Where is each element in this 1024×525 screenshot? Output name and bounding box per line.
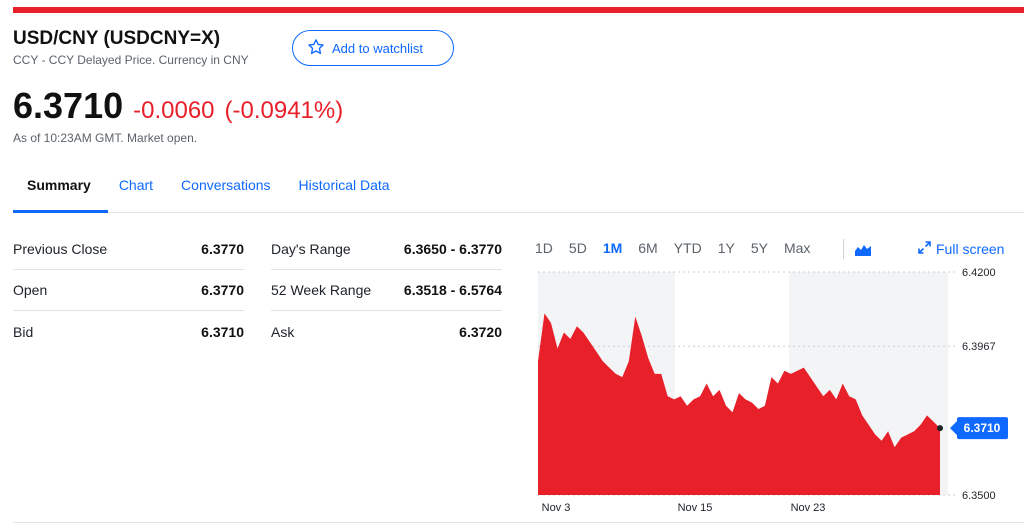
current-price-badge xyxy=(957,417,1008,440)
quote-subtitle: CCY - CCY Delayed Price. Currency in CNY xyxy=(13,53,249,67)
stat-value: 6.3710 xyxy=(201,323,244,340)
watchlist-label: Add to watchlist xyxy=(332,40,424,56)
price-change-percent: (-0.0941%) xyxy=(224,97,344,124)
stat-row-days-range: Day's Range 6.3650 - 6.3770 xyxy=(271,229,502,270)
section-divider xyxy=(13,522,1024,523)
stat-label: Open xyxy=(13,282,48,298)
stat-value: 6.3518 - 6.5764 xyxy=(403,282,502,298)
range-1y[interactable]: 1Y xyxy=(717,240,735,256)
price-badge-pointer xyxy=(950,421,957,436)
stat-row-ask: Ask 6.3720 xyxy=(271,311,502,352)
y-tick-label: 6.3500 xyxy=(962,490,996,502)
expand-icon xyxy=(918,241,931,257)
x-tick-label: Nov 15 xyxy=(678,502,713,514)
stat-label: Bid xyxy=(13,323,34,340)
full-screen-label: Full screen xyxy=(936,241,1005,257)
y-tick-label: 6.3967 xyxy=(962,341,996,353)
current-price: 6.3710 xyxy=(13,85,124,126)
x-tick-label: Nov 23 xyxy=(791,502,826,514)
stat-value: 6.3770 xyxy=(201,241,244,257)
tab-historical-data[interactable]: Historical Data xyxy=(298,177,390,193)
tab-divider xyxy=(13,212,1024,213)
active-tab-indicator xyxy=(13,210,108,213)
as-of-timestamp: As of 10:23AM GMT. Market open. xyxy=(13,131,198,145)
stat-value: 6.3650 - 6.3770 xyxy=(403,241,502,257)
stat-label: 52 Week Range xyxy=(271,282,372,298)
full-screen-button[interactable]: Full screen xyxy=(918,241,1004,257)
stat-label: Previous Close xyxy=(13,241,108,257)
stat-label: Ask xyxy=(271,323,295,340)
stat-row-previous-close: Previous Close 6.3770 xyxy=(13,229,244,270)
star-icon xyxy=(307,38,325,59)
stat-value: 6.3720 xyxy=(459,323,502,340)
price-change: -0.0060 xyxy=(133,97,215,124)
tab-conversations[interactable]: Conversations xyxy=(181,177,271,193)
add-to-watchlist-button[interactable]: Add to watchlist xyxy=(292,30,454,66)
page-title: USD/CNY (USDCNY=X) xyxy=(13,28,221,49)
range-5d[interactable]: 5D xyxy=(568,240,587,256)
x-tick-label: Nov 3 xyxy=(542,502,571,514)
price-area-series xyxy=(538,313,940,495)
range-max[interactable]: Max xyxy=(783,240,811,256)
tab-chart[interactable]: Chart xyxy=(118,177,154,193)
range-6m[interactable]: 6M xyxy=(638,240,658,256)
current-price-badge-label: 6.3710 xyxy=(964,421,1001,435)
stat-label: Day's Range xyxy=(271,241,351,257)
mountain-chart-icon[interactable] xyxy=(855,243,871,261)
range-1m[interactable]: 1M xyxy=(602,240,623,256)
price-row: 6.3710 -0.0060 (-0.0941%) xyxy=(13,85,343,127)
stat-row-52-week-range: 52 Week Range 6.3518 - 6.5764 xyxy=(271,270,502,311)
range-divider xyxy=(843,239,844,259)
stat-value: 6.3770 xyxy=(201,282,244,298)
y-tick-label: 6.4200 xyxy=(962,267,996,279)
last-price-dot xyxy=(937,425,943,432)
tab-summary[interactable]: Summary xyxy=(27,177,91,193)
stat-row-open: Open 6.3770 xyxy=(13,270,244,311)
range-5y[interactable]: 5Y xyxy=(750,240,768,256)
brand-bar xyxy=(13,7,1024,13)
range-ytd[interactable]: YTD xyxy=(673,240,702,256)
stat-row-bid: Bid 6.3710 xyxy=(13,311,244,352)
chart-range-selector: 1D 5D 1M 6M YTD 1Y 5Y Max xyxy=(535,240,826,256)
quote-tabs: Summary Chart Conversations Historical D… xyxy=(13,175,404,207)
range-1d[interactable]: 1D xyxy=(535,240,553,256)
